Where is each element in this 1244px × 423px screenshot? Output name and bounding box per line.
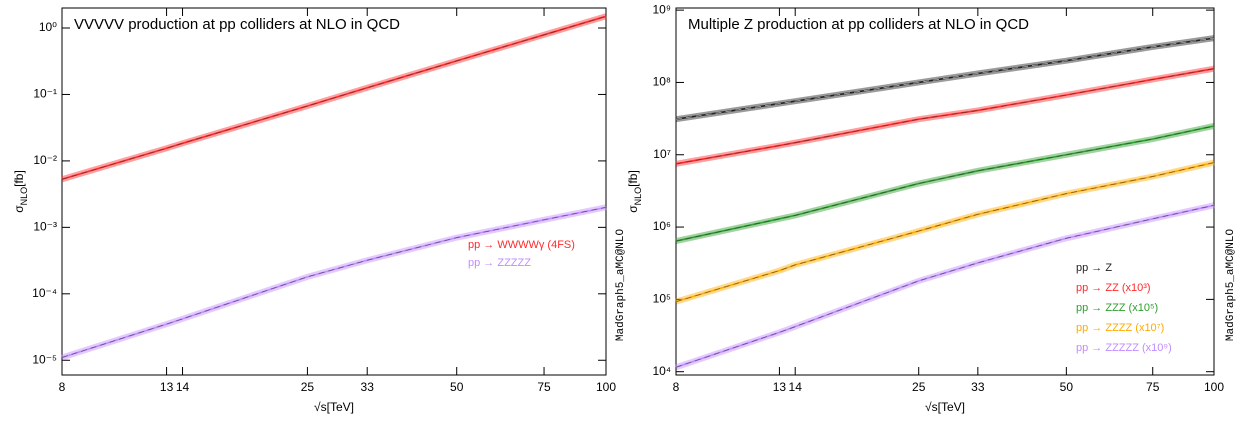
legend-label: pp → ZZZZZ (x10⁹) bbox=[1076, 342, 1172, 354]
legend-label: pp → ZZZ (x10⁵) bbox=[1076, 302, 1158, 314]
center-line bbox=[61, 15, 607, 180]
y-axis-label-part: NLO bbox=[633, 187, 643, 206]
legend-label: pp → ZZ (x10³) bbox=[1076, 282, 1151, 294]
y-tick-label: 10⁷ bbox=[653, 147, 671, 161]
x-tick-label: 33 bbox=[361, 380, 375, 394]
y-axis-label-part: [fb] bbox=[12, 170, 26, 187]
x-tick-label: 100 bbox=[1204, 380, 1224, 394]
x-tick-label: 25 bbox=[912, 380, 926, 394]
y-tick-label: 10⁹ bbox=[653, 2, 672, 16]
x-tick-label: 8 bbox=[59, 380, 66, 394]
x-tick-label: 75 bbox=[1146, 380, 1160, 394]
y-tick-label: 10⁻⁴ bbox=[32, 286, 57, 300]
y-axis-label-part: [fb] bbox=[626, 170, 640, 187]
y-tick-label: 10⁻³ bbox=[33, 220, 57, 234]
legend-label: pp → WWWWγ (4FS) bbox=[468, 239, 575, 251]
side-text: MadGraph5_aMC@NLO bbox=[1225, 228, 1237, 341]
center-line bbox=[61, 207, 607, 358]
x-tick-label: 8 bbox=[673, 380, 680, 394]
plot-frame bbox=[61, 7, 607, 376]
y-tick-label: 10⁻² bbox=[33, 153, 57, 167]
legend-label: pp → Z bbox=[1076, 262, 1112, 274]
chart-title: VVVVV production at pp colliders at NLO … bbox=[74, 16, 400, 33]
chart-title: Multiple Z production at pp colliders at… bbox=[688, 16, 1029, 33]
band bbox=[675, 159, 1215, 305]
center-line bbox=[675, 162, 1215, 302]
y-axis-label: σNLO[fb] bbox=[626, 170, 643, 213]
y-axis-label-part: NLO bbox=[19, 187, 29, 206]
side-text: MadGraph5_aMC@NLO bbox=[615, 228, 627, 341]
plot-frame bbox=[675, 7, 1215, 376]
y-axis-label-part: σ bbox=[626, 205, 640, 213]
x-axis-label: √s[TeV] bbox=[314, 400, 354, 414]
center-line bbox=[675, 125, 1215, 242]
x-tick-label: 13 bbox=[773, 380, 787, 394]
y-tick-label: 10⁰ bbox=[39, 20, 57, 34]
center-line bbox=[675, 37, 1215, 120]
y-tick-label: 10⁸ bbox=[653, 75, 671, 89]
y-tick-label: 10⁵ bbox=[653, 292, 671, 306]
legend-label: pp → ZZZZ (x10⁷) bbox=[1076, 322, 1164, 334]
x-axis-label: √s[TeV] bbox=[925, 400, 965, 414]
center-line bbox=[675, 204, 1215, 368]
x-tick-label: 50 bbox=[450, 380, 464, 394]
x-tick-label: 33 bbox=[971, 380, 985, 394]
line bbox=[675, 67, 1215, 165]
y-axis-label-part: σ bbox=[12, 205, 26, 213]
y-tick-label: 10⁶ bbox=[653, 219, 671, 233]
x-tick-label: 13 bbox=[160, 380, 174, 394]
x-tick-label: 14 bbox=[789, 380, 803, 394]
legend-label: pp → ZZZZZ bbox=[468, 257, 531, 269]
line bbox=[61, 206, 607, 359]
y-axis-label: σNLO[fb] bbox=[12, 170, 29, 213]
x-tick-label: 14 bbox=[176, 380, 190, 394]
x-tick-label: 75 bbox=[537, 380, 551, 394]
y-tick-label: 10⁴ bbox=[652, 364, 671, 378]
x-tick-label: 100 bbox=[596, 380, 616, 394]
x-tick-label: 25 bbox=[301, 380, 315, 394]
x-tick-label: 50 bbox=[1060, 380, 1074, 394]
y-tick-label: 10⁻¹ bbox=[33, 87, 57, 101]
band bbox=[61, 204, 607, 361]
y-tick-label: 10⁻⁵ bbox=[32, 352, 57, 366]
